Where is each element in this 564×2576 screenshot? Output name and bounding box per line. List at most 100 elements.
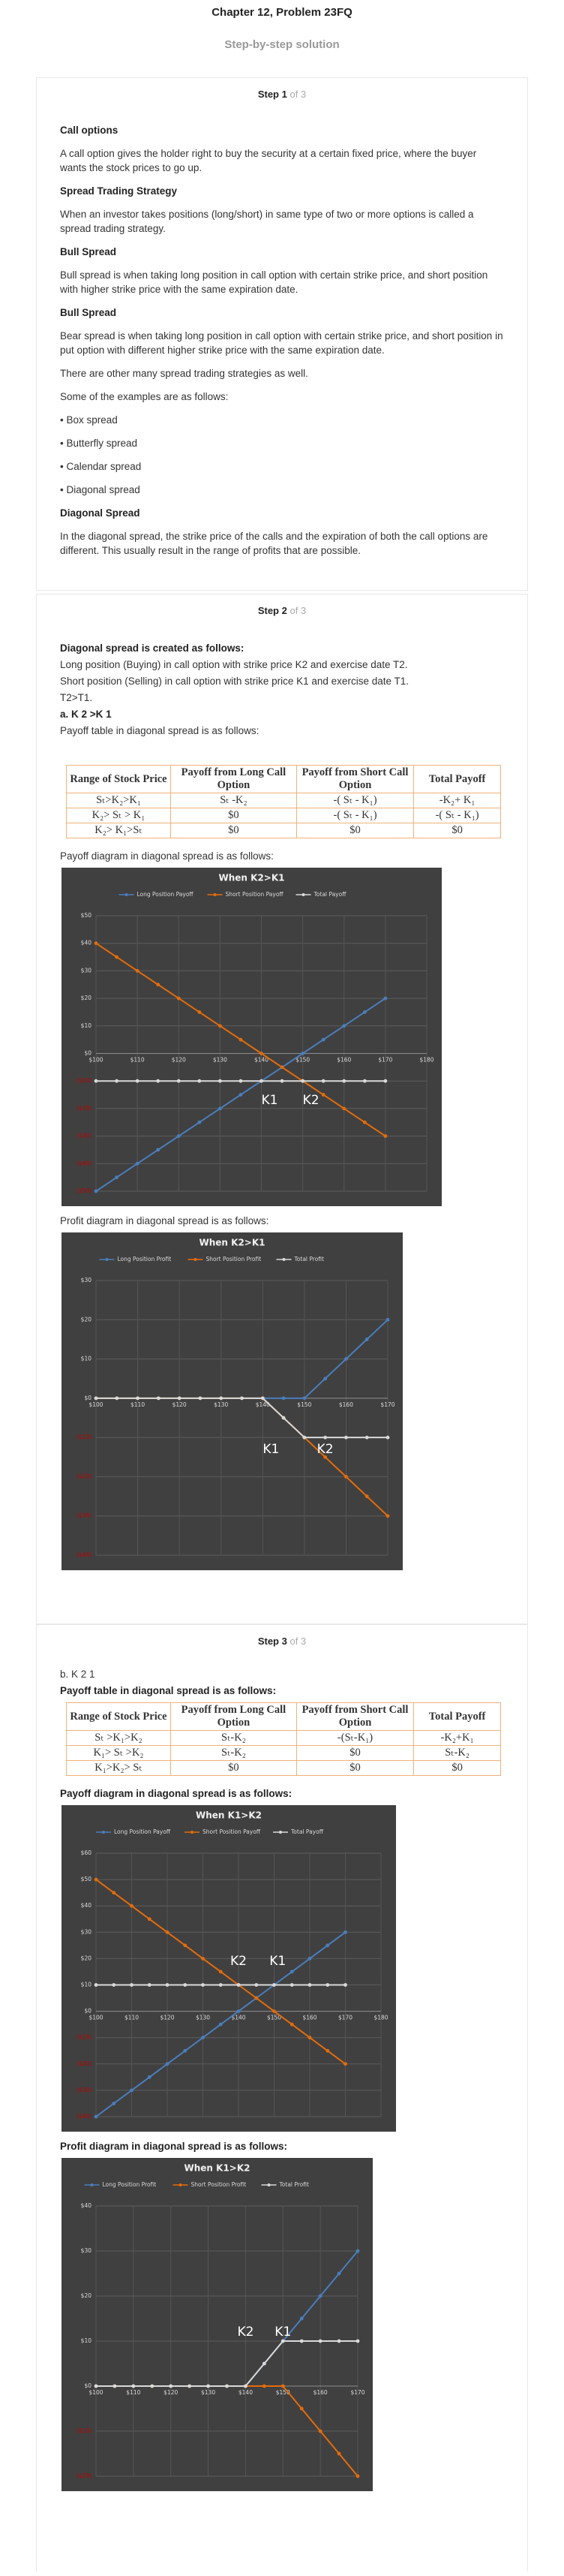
x-tick-label: $130 [196,2015,210,2021]
series-marker [290,2022,294,2027]
series-marker [156,1396,160,1401]
table-row: K₂> K₁>Sₜ $0 $0 $0 [66,823,501,838]
x-tick-label: $120 [172,1057,186,1064]
x-tick-label: $130 [213,1057,227,1064]
caption: Profit diagram in diagonal spread is as … [60,1215,269,1226]
series-marker [344,1357,348,1361]
y-tick-label: ($10) [76,2427,92,2434]
heading: Call options [60,125,118,136]
header-row: Range of Stock Price Payoff from Long Cal… [66,1702,501,1731]
table-cell: $0 [296,823,415,838]
paragraph: Payoff table in diagonal spread is as fo… [60,725,260,736]
y-tick-label: $20 [81,1316,92,1323]
x-tick-label: $180 [374,2015,388,2021]
legend-label: Long Position Payoff [114,1828,171,1835]
y-tick-label: $30 [81,1277,92,1283]
series-marker [156,1148,160,1152]
x-tick-label: $150 [276,2389,290,2396]
series-marker [362,1079,367,1083]
series-marker [344,1983,347,1987]
paragraph: When an investor takes positions (long/s… [60,209,474,234]
y-tick-label: ($20) [76,2060,92,2067]
annotation: K2 [303,1093,320,1108]
series-marker [254,1996,259,2000]
legend-label: Long Position Payoff [137,891,194,898]
x-tick-label: $140 [254,1057,268,1064]
table-cell: -K₂+K₁ [413,1730,501,1746]
series-marker [299,2406,304,2411]
y-tick-label: $0 [84,1050,92,1057]
series-marker [188,2384,192,2388]
series-marker [364,1338,369,1341]
series-marker [156,983,160,987]
table-cell: -( Sₜ - K₁) [413,808,501,823]
series-marker [281,1396,286,1401]
series-marker [115,1396,119,1401]
caption: Profit diagram in diagonal spread is as … [60,2141,288,2152]
x-tick-label: $150 [296,1057,310,1064]
bullet: • Diagonal spread [60,484,140,495]
series-marker [238,1079,243,1083]
heading: Bull Spread [60,246,117,257]
annotation: K2 [230,1954,247,1969]
header-cell: Range of Stock Price [66,765,171,793]
series-marker [280,2339,285,2343]
series-marker [130,1983,134,1987]
y-tick-label: $10 [81,1982,92,1988]
table-row: K₁>K₂> Sₜ $0 $0 $0 [66,1760,501,1776]
series-marker [318,2294,322,2298]
series-marker [299,2339,304,2343]
chart-title: When K2>K1 [219,873,285,883]
series-marker [344,2062,347,2066]
step-header: Step 3 of 3 [60,1634,504,1649]
series-marker [219,1396,224,1401]
table-cell: Sₜ >K₁>K₂ [66,1730,171,1746]
table-cell: $0 [296,1745,415,1761]
series-marker [94,2384,98,2388]
series-marker [218,1079,222,1083]
series-marker [262,2361,266,2366]
series-marker [318,2339,322,2343]
legend-label: Short Position Payoff [226,891,284,898]
series-marker [308,1983,312,1987]
table-cell: $0 [296,1760,415,1776]
series-marker [176,1079,181,1083]
annotation: K1 [262,1442,279,1457]
series-marker [218,1983,223,1987]
series-marker [386,1514,390,1518]
table-cell: Sₜ-K₂ [170,1730,297,1746]
paragraph: Bear spread is when taking long position… [60,330,503,356]
x-tick-label: $160 [337,1057,351,1064]
series-marker [344,1930,347,1934]
table-cell: K₂> K₁>Sₜ [66,823,171,838]
x-tick-label: $130 [201,2389,215,2396]
series-marker [218,1024,222,1028]
header-cell: Payoff from Short Call Option [296,765,415,793]
x-tick-label: $100 [88,2015,103,2021]
paragraph: Bull spread is when taking long position… [60,269,488,295]
legend-marker [267,2183,271,2186]
step-header: Step 2 of 3 [60,603,504,618]
series-marker [115,1175,118,1180]
payoff-chart: When K2>K1 Long Position Payoff Short Posi… [62,868,442,1206]
series-marker [201,2036,205,2040]
x-tick-label: $130 [214,1401,228,1408]
series-marker [147,1983,152,1987]
series-marker [130,1903,134,1908]
table-cell: K₁> Sₜ >K₂ [66,1745,171,1761]
series-marker [112,1891,116,1895]
page-subtitle: Step-by-step solution [224,38,340,51]
series-marker [177,1396,182,1401]
legend-marker [90,2183,94,2186]
series-marker [356,2339,360,2343]
series-marker [112,2384,117,2388]
heading: Spread Trading Strategy [60,185,178,197]
annotation: K1 [269,1954,286,1969]
step-body: Diagonal spread is created as follows: L… [60,641,504,1570]
step-card: Step 2 of 3 Diagonal spread is created a… [36,594,528,1624]
series-marker [165,1930,170,1934]
x-tick-label: $120 [160,2015,174,2021]
payoff-chart: When K1>K2 Long Position Payoff Short Posi… [62,1805,396,2132]
series-marker [183,2048,188,2053]
table-row: Sₜ>K₂>K₁ Sₜ -K₂ -( Sₜ - K₁) -K₂+ K₁ [66,793,501,808]
